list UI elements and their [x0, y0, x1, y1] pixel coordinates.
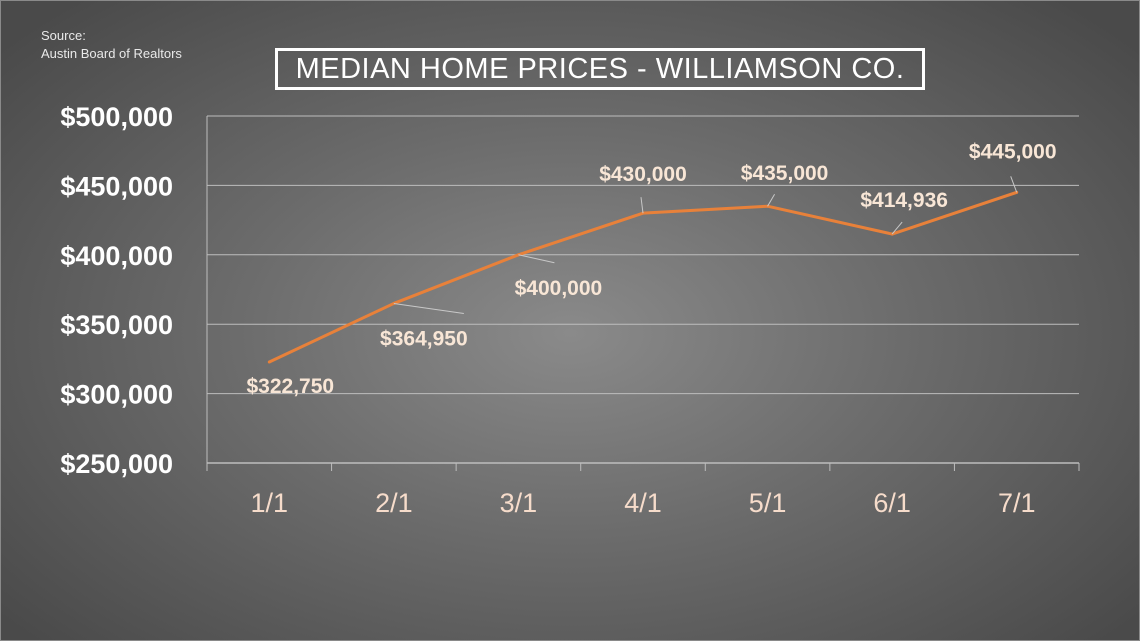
y-tick-label: $450,000 [60, 171, 173, 201]
source-name: Austin Board of Realtors [41, 46, 182, 61]
y-tick-label: $300,000 [60, 380, 173, 410]
data-label-leader [640, 197, 644, 214]
data-point [516, 253, 520, 257]
data-label-leader [393, 302, 464, 314]
data-label-leader [518, 254, 555, 264]
data-label-leader [1010, 176, 1018, 193]
data-label: $445,000 [969, 140, 1057, 163]
y-tick-label: $500,000 [60, 102, 173, 132]
x-tick-label: 1/1 [251, 488, 289, 518]
data-label-leader [767, 193, 776, 207]
data-label-leader [891, 221, 903, 235]
x-tick-label: 2/1 [375, 488, 413, 518]
data-label: $364,950 [380, 327, 468, 350]
data-point [267, 360, 271, 364]
data-label: $414,936 [860, 189, 948, 212]
y-tick-label: $350,000 [60, 310, 173, 340]
source-note: Source: Austin Board of Realtors [41, 27, 182, 63]
x-tick-label: 5/1 [749, 488, 787, 518]
source-label: Source: [41, 28, 86, 43]
x-tick-label: 3/1 [500, 488, 538, 518]
data-label: $430,000 [599, 163, 687, 186]
x-tick-label: 4/1 [624, 488, 662, 518]
x-tick-label: 7/1 [998, 488, 1036, 518]
data-label: $322,750 [246, 375, 334, 398]
y-tick-label: $400,000 [60, 241, 173, 271]
x-tick-label: 6/1 [873, 488, 911, 518]
y-tick-label: $250,000 [60, 449, 173, 479]
data-label: $435,000 [741, 162, 829, 185]
data-label: $400,000 [515, 277, 603, 300]
chart-title: MEDIAN HOME PRICES - WILLIAMSON CO. [275, 48, 925, 90]
